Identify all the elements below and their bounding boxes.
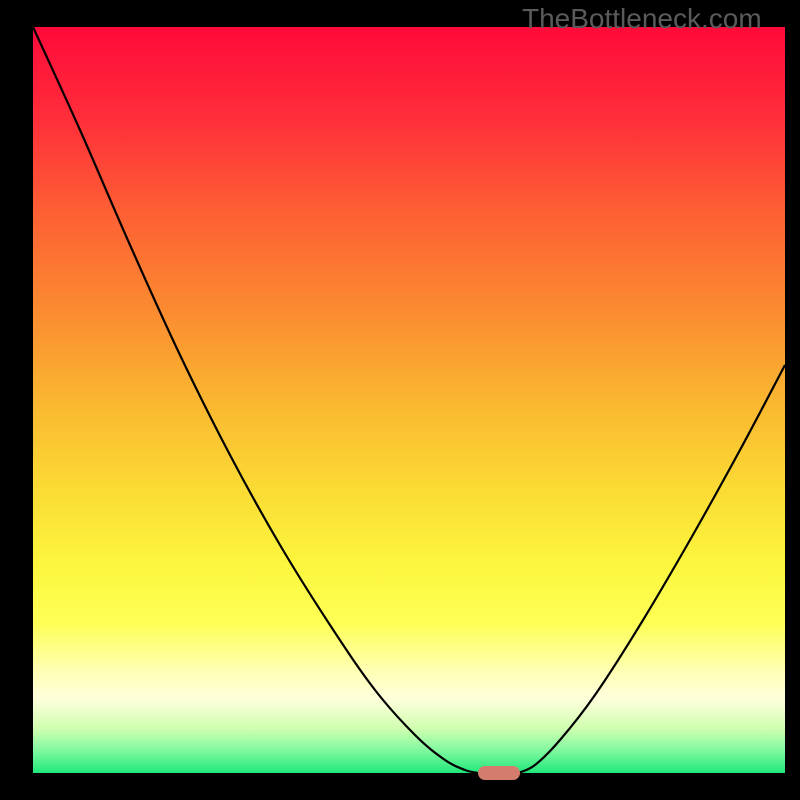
plot-background <box>33 27 785 773</box>
bottleneck-chart: TheBottleneck.com <box>0 0 800 800</box>
chart-svg <box>0 0 800 800</box>
watermark-text: TheBottleneck.com <box>522 3 762 35</box>
optimal-marker <box>478 766 520 780</box>
